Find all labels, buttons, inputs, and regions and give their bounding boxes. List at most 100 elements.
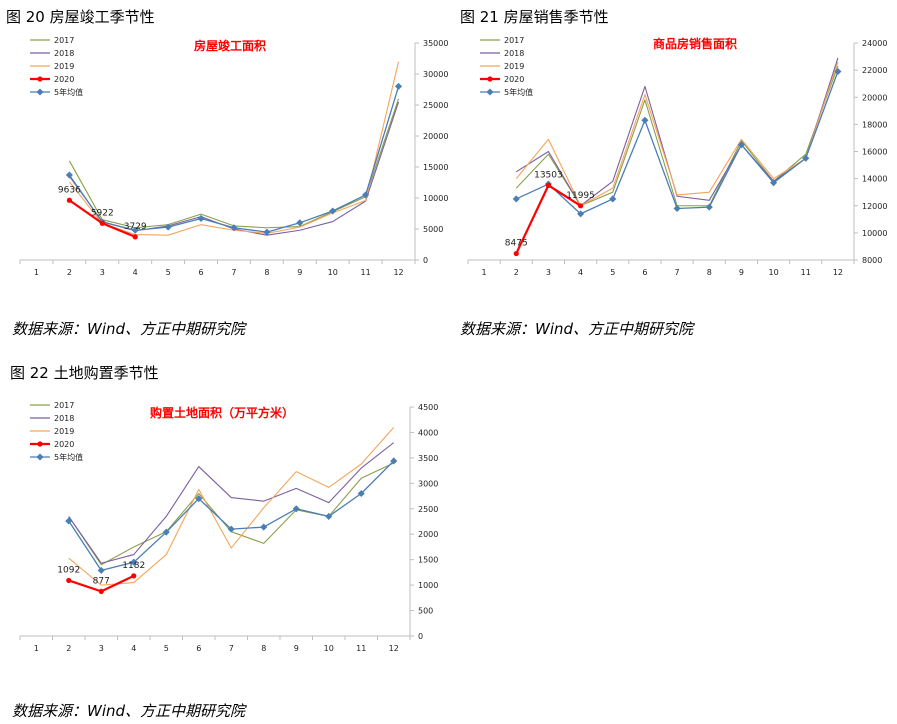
x-tick-label: 4	[133, 268, 138, 277]
y-tick-label: 3500	[418, 454, 438, 463]
data-label: 11995	[566, 191, 595, 201]
legend-label: 2020	[54, 440, 74, 449]
series-line-avg5	[515, 71, 839, 215]
data-label: 5922	[91, 208, 114, 218]
data-label: 9636	[58, 185, 81, 195]
legend-label: 5年均值	[504, 87, 533, 97]
x-tick-label: 11	[361, 268, 371, 277]
x-tick-label: 7	[229, 644, 234, 653]
legend-label: 2017	[54, 401, 74, 410]
legend-label: 2017	[504, 36, 524, 45]
avg-point	[641, 116, 649, 124]
x-tick-label: 7	[231, 268, 236, 277]
y-tick-label: 16000	[862, 148, 887, 157]
avg-point	[577, 210, 585, 218]
x-tick-label: 2	[67, 268, 72, 277]
data-label: 1092	[57, 565, 80, 575]
avg-point	[362, 191, 370, 199]
avg-point	[260, 523, 268, 531]
y-tick-label: 500	[418, 607, 433, 616]
series-line-avg5	[68, 460, 395, 572]
point-2020	[545, 182, 552, 188]
y-tick-label: 0	[423, 256, 428, 265]
avg-point	[357, 489, 365, 498]
x-tick-label: 3	[100, 268, 105, 277]
figure-20-caption: 图 20 房屋竣工季节性	[6, 8, 155, 26]
avg-point	[263, 228, 271, 236]
data-label: 877	[93, 576, 110, 586]
point-2020	[132, 234, 138, 240]
x-tick-label: 2	[66, 644, 71, 653]
series-line-y2017	[515, 65, 839, 207]
legend-label: 5年均值	[54, 452, 83, 462]
avg-point	[195, 495, 203, 503]
avg-point	[65, 171, 73, 179]
avg-point	[395, 82, 403, 90]
avg-point	[705, 203, 713, 211]
series-line-y2019	[68, 426, 395, 586]
y-tick-label: 15000	[423, 163, 448, 172]
avg-point	[512, 195, 520, 203]
data-label: 3729	[124, 222, 147, 232]
y-tick-label: 4500	[418, 403, 438, 412]
chart-land-purchase-area: 1 2 3 4 5 6 7 8 9 10 11 120500100015002000250030003…	[19, 401, 438, 653]
legend-label: 2020	[504, 75, 524, 84]
avg-point	[164, 223, 172, 231]
figure-22-caption: 图 22 土地购置季节性	[10, 364, 159, 382]
y-tick-label: 2000	[418, 530, 438, 539]
avg-point	[292, 505, 300, 513]
y-tick-label: 35000	[423, 39, 448, 48]
legend-label: 2019	[54, 427, 74, 436]
point-2020	[98, 588, 104, 594]
data-label: 1182	[122, 561, 145, 571]
legend-marker	[36, 88, 44, 96]
x-tick-label: 6	[642, 268, 647, 277]
legend-marker	[487, 76, 493, 82]
figure-20-source: 数据来源：Wind、方正中期研究院	[12, 320, 246, 338]
y-tick-label: 12000	[862, 202, 887, 211]
series-line-y2017	[68, 98, 400, 229]
y-tick-label: 1000	[418, 581, 438, 590]
figure-21-source: 数据来源：Wind、方正中期研究院	[460, 320, 694, 338]
x-tick-label: 8	[264, 268, 269, 277]
avg-point	[197, 214, 205, 222]
x-tick-label: 11	[801, 268, 811, 277]
x-tick-label: 9	[294, 644, 299, 653]
point-2020	[66, 197, 72, 203]
x-tick-label: 9	[739, 268, 744, 277]
y-tick-label: 24000	[862, 39, 887, 48]
legend-label: 2019	[504, 62, 524, 71]
chart-completion-area: 1 2 3 4 5 6 7 8 9 10 11 120500010000150002000025000…	[19, 36, 448, 277]
x-tick-label: 10	[328, 268, 338, 277]
avg-point	[162, 528, 170, 536]
chart-title: 购置土地面积（万平方米）	[150, 405, 294, 420]
x-tick-label: 1	[482, 268, 487, 277]
x-tick-label: 5	[164, 644, 169, 653]
point-2020	[513, 250, 519, 257]
data-label: 13503	[534, 170, 563, 180]
x-tick-label: 4	[578, 268, 583, 277]
avg-point	[609, 195, 617, 203]
x-tick-label: 4	[131, 644, 136, 653]
avg-point	[296, 219, 304, 227]
chart-sales-area: 1 2 3 4 5 6 7 8 9 10 11 128000100001200014000160001…	[467, 36, 887, 277]
figure-21-caption: 图 21 房屋销售季节性	[460, 8, 609, 26]
y-tick-label: 22000	[862, 66, 887, 75]
legend-marker	[36, 453, 44, 461]
figure-22-source: 数据来源：Wind、方正中期研究院	[12, 702, 246, 720]
chart-title: 商品房销售面积	[653, 36, 737, 51]
y-tick-label: 4000	[418, 428, 438, 437]
point-2020	[66, 577, 72, 584]
series-line-y2018	[68, 101, 400, 236]
x-tick-label: 5	[166, 268, 171, 277]
legend-marker	[37, 441, 43, 447]
x-tick-label: 10	[324, 644, 334, 653]
point-2020	[131, 573, 137, 579]
point-2020	[577, 203, 584, 209]
legend-label: 2020	[54, 75, 74, 84]
x-tick-label: 3	[99, 644, 104, 653]
series-line-y2017	[68, 462, 394, 566]
series-line-y2018	[515, 57, 839, 207]
x-tick-label: 1	[34, 268, 39, 277]
series-line-avg5	[68, 86, 400, 233]
